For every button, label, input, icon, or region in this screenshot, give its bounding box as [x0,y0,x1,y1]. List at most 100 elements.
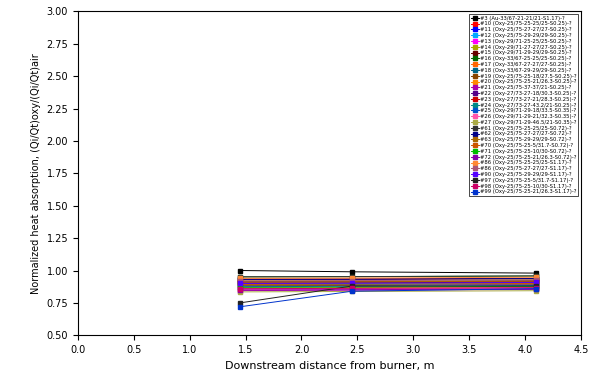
#86 (Oxy-25/75-27-27/27-S1.17)-? [533,277,540,282]
#13 (Oxy-29/71-25-25/25-S0.25)-? [533,282,540,287]
#26 (Oxy-29/71-29-21/32.3-S0.35)-? [237,287,244,291]
Line: #86 (Oxy-25/75-27-27/27-S1.17)-?: #86 (Oxy-25/75-27-27/27-S1.17)-? [238,278,538,283]
Line: #99 (Oxy-25/75-25-21/26.3-S1.17)-?: #99 (Oxy-25/75-25-21/26.3-S1.17)-? [238,287,538,309]
#27 (Oxy-29/71-29-46.5/21-S0.35)-? [348,289,355,294]
#70 (Oxy-25/75-25-5/31.7-S0.72)-? [237,282,244,287]
#98 (Oxy-25/75-25-10/30-S1.17)-? [348,286,355,291]
#24 (Oxy-27/73-27-43.2/21-S0.25)-? [533,282,540,286]
X-axis label: Downstream distance from burner, m: Downstream distance from burner, m [225,360,434,371]
#72 (Oxy-25/75-25-21/26.3-S0.72)-? [348,287,355,292]
Line: #11 (Oxy-25/75-27-27/27-S0.25)-?: #11 (Oxy-25/75-27-27/27-S0.25)-? [238,279,538,283]
Line: #10 (Oxy-25/75-25-25/25-S0.25)-?: #10 (Oxy-25/75-25-25/25-S0.25)-? [238,277,538,281]
#18 (Oxy-33/67-29-29/29-S0.25)-? [237,280,244,285]
#12 (Oxy-25/75-29-29/29-S0.25)-? [237,282,244,287]
#86 (Oxy-25/75-25-25/25-S1.17)-? [237,276,244,280]
#19 (Oxy-25/75-25-18/27.5-S0.25)-? [237,283,244,288]
#23 (Oxy-27/73-27-21/28.3-S0.25)-? [348,280,355,284]
Line: #90 (Oxy-25/75-29-29/29-S1.17)-?: #90 (Oxy-25/75-29-29/29-S1.17)-? [238,281,538,285]
#98 (Oxy-25/75-25-10/30-S1.17)-? [237,287,244,291]
#22 (Oxy-27/73-27-18/30.3-S0.25)-? [533,276,540,281]
#26 (Oxy-29/71-29-21/32.3-S0.35)-? [533,286,540,290]
#10 (Oxy-25/75-25-25/25-S0.25)-? [533,276,540,280]
#63 (Oxy-25/75-29-29/29-S0.72)-? [237,280,244,284]
#61 (Oxy-25/75-25-25/25-S0.72)-? [533,274,540,278]
Line: #12 (Oxy-25/75-29-29/29-S0.25)-?: #12 (Oxy-25/75-29-29/29-S0.25)-? [238,281,538,286]
#17 (Oxy-33/67-27-27/27-S0.25)-? [237,277,244,282]
Line: #98 (Oxy-25/75-25-10/30-S1.17)-?: #98 (Oxy-25/75-25-10/30-S1.17)-? [238,286,538,290]
#70 (Oxy-25/75-25-5/31.7-S0.72)-? [348,282,355,287]
#15 (Oxy-29/71-29-29/29-S0.25)-? [237,281,244,286]
#90 (Oxy-25/75-29-29/29-S1.17)-? [237,281,244,286]
#61 (Oxy-25/75-25-25/25-S0.72)-? [348,274,355,279]
Line: #70 (Oxy-25/75-25-5/31.7-S0.72)-?: #70 (Oxy-25/75-25-5/31.7-S0.72)-? [238,282,538,286]
#24 (Oxy-27/73-27-43.2/21-S0.25)-? [237,282,244,287]
#14 (Oxy-29/71-27-27/27-S0.25)-? [237,279,244,283]
#3 (Au-33/67-21-21/21-S1.17)-? [533,271,540,275]
#22 (Oxy-27/73-27-18/30.3-S0.25)-? [237,277,244,282]
#97 (Oxy-25/75-25-5/31.7-S1.17)-? [533,284,540,288]
#86 (Oxy-25/75-25-25/25-S1.17)-? [348,276,355,280]
#90 (Oxy-25/75-29-29/29-S1.17)-? [348,281,355,285]
#10 (Oxy-25/75-25-25/25-S0.25)-? [348,277,355,281]
#21 (Oxy-25/75-37-37/21-S0.25)-? [533,287,540,292]
Line: #17 (Oxy-33/67-27-27/27-S0.25)-?: #17 (Oxy-33/67-27-27/27-S0.25)-? [238,277,538,281]
#26 (Oxy-29/71-29-21/32.3-S0.35)-? [348,287,355,291]
#18 (Oxy-33/67-29-29/29-S0.25)-? [348,280,355,284]
Line: #97 (Oxy-25/75-25-5/31.7-S1.17)-?: #97 (Oxy-25/75-25-5/31.7-S1.17)-? [238,284,538,305]
#24 (Oxy-27/73-27-43.2/21-S0.25)-? [348,282,355,287]
Line: #61 (Oxy-25/75-25-25/25-S0.72)-?: #61 (Oxy-25/75-25-25/25-S0.72)-? [238,274,538,279]
#70 (Oxy-25/75-25-5/31.7-S0.72)-? [533,281,540,286]
#62 (Oxy-25/75-27-27/27-S0.72)-? [348,277,355,282]
Line: #23 (Oxy-27/73-27-21/28.3-S0.25)-?: #23 (Oxy-27/73-27-21/28.3-S0.25)-? [238,279,538,284]
Line: #16 (Oxy-33/67-25-25/25-S0.25)-?: #16 (Oxy-33/67-25-25/25-S0.25)-? [238,274,538,279]
#99 (Oxy-25/75-25-21/26.3-S1.17)-? [348,289,355,293]
Line: #27 (Oxy-29/71-29-46.5/21-S0.35)-?: #27 (Oxy-29/71-29-46.5/21-S0.35)-? [238,289,538,294]
#3 (Au-33/67-21-21/21-S1.17)-? [348,269,355,274]
#16 (Oxy-33/67-25-25/25-S0.25)-? [237,275,244,279]
#13 (Oxy-29/71-25-25/25-S0.25)-? [348,283,355,288]
#20 (Oxy-25/75-25-21/26.3-S0.25)-? [533,285,540,289]
#12 (Oxy-25/75-29-29/29-S0.25)-? [533,280,540,285]
Line: #63 (Oxy-25/75-29-29/29-S0.72)-?: #63 (Oxy-25/75-29-29/29-S0.72)-? [238,279,538,283]
#15 (Oxy-29/71-29-29/29-S0.25)-? [533,280,540,285]
#63 (Oxy-25/75-29-29/29-S0.72)-? [348,280,355,284]
#98 (Oxy-25/75-25-10/30-S1.17)-? [533,285,540,290]
Line: #20 (Oxy-25/75-25-21/26.3-S0.25)-?: #20 (Oxy-25/75-25-21/26.3-S0.25)-? [238,285,538,290]
#71 (Oxy-25/75-25-10/30-S0.72)-? [237,285,244,290]
#86 (Oxy-25/75-27-27/27-S1.17)-? [237,279,244,283]
#25 (Oxy-29/71-29-18/33.5-S0.35)-? [348,284,355,288]
#27 (Oxy-29/71-29-46.5/21-S0.35)-? [237,290,244,294]
Line: #24 (Oxy-27/73-27-43.2/21-S0.25)-?: #24 (Oxy-27/73-27-43.2/21-S0.25)-? [238,282,538,287]
#14 (Oxy-29/71-27-27/27-S0.25)-? [533,277,540,282]
Line: #15 (Oxy-29/71-29-29/29-S0.25)-?: #15 (Oxy-29/71-29-29/29-S0.25)-? [238,280,538,285]
#17 (Oxy-33/67-27-27/27-S0.25)-? [348,277,355,282]
#11 (Oxy-25/75-27-27/27-S0.25)-? [533,279,540,283]
#21 (Oxy-25/75-37-37/21-S0.25)-? [348,288,355,293]
Line: #62 (Oxy-25/75-27-27/27-S0.72)-?: #62 (Oxy-25/75-27-27/27-S0.72)-? [238,277,538,281]
#25 (Oxy-29/71-29-18/33.5-S0.35)-? [237,284,244,289]
Line: #18 (Oxy-33/67-29-29/29-S0.25)-?: #18 (Oxy-33/67-29-29/29-S0.25)-? [238,279,538,284]
Line: #19 (Oxy-25/75-25-18/27.5-S0.25)-?: #19 (Oxy-25/75-25-18/27.5-S0.25)-? [238,283,538,287]
#19 (Oxy-25/75-25-18/27.5-S0.25)-? [348,283,355,288]
#99 (Oxy-25/75-25-21/26.3-S1.17)-? [237,304,244,309]
#21 (Oxy-25/75-37-37/21-S0.25)-? [237,288,244,293]
Line: #13 (Oxy-29/71-25-25/25-S0.25)-?: #13 (Oxy-29/71-25-25/25-S0.25)-? [238,282,538,288]
#61 (Oxy-25/75-25-25/25-S0.72)-? [237,274,244,279]
#3 (Au-33/67-21-21/21-S1.17)-? [237,268,244,273]
#18 (Oxy-33/67-29-29/29-S0.25)-? [533,279,540,283]
#13 (Oxy-29/71-25-25/25-S0.25)-? [237,284,244,289]
#12 (Oxy-25/75-29-29/29-S0.25)-? [348,281,355,286]
#20 (Oxy-25/75-25-21/26.3-S0.25)-? [348,285,355,290]
Line: #86 (Oxy-25/75-25-25/25-S1.17)-?: #86 (Oxy-25/75-25-25/25-S1.17)-? [238,275,538,280]
#86 (Oxy-25/75-27-27/27-S1.17)-? [348,279,355,283]
#27 (Oxy-29/71-29-46.5/21-S0.35)-? [533,288,540,293]
#62 (Oxy-25/75-27-27/27-S0.72)-? [533,276,540,281]
Line: #25 (Oxy-29/71-29-18/33.5-S0.35)-?: #25 (Oxy-29/71-29-18/33.5-S0.35)-? [238,284,538,288]
#71 (Oxy-25/75-25-10/30-S0.72)-? [533,284,540,288]
#63 (Oxy-25/75-29-29/29-S0.72)-? [533,279,540,283]
#86 (Oxy-25/75-25-25/25-S1.17)-? [533,275,540,280]
Line: #21 (Oxy-25/75-37-37/21-S0.25)-?: #21 (Oxy-25/75-37-37/21-S0.25)-? [238,288,538,292]
Line: #14 (Oxy-29/71-27-27/27-S0.25)-?: #14 (Oxy-29/71-27-27/27-S0.25)-? [238,278,538,283]
#17 (Oxy-33/67-27-27/27-S0.25)-? [533,276,540,281]
#11 (Oxy-25/75-27-27/27-S0.25)-? [237,279,244,284]
